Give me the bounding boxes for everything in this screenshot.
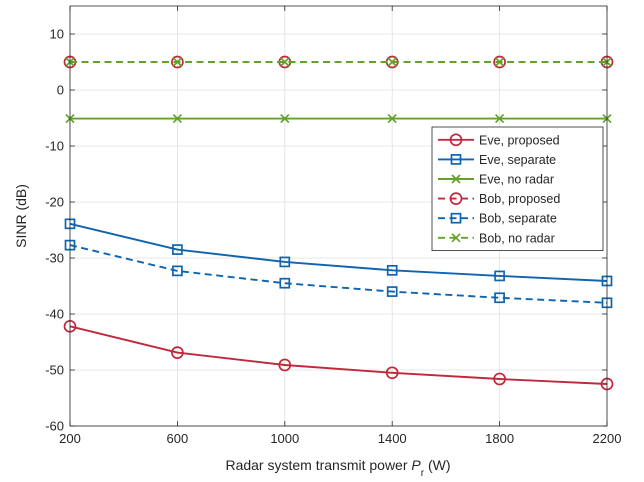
- x-axis-label-symbol: P: [411, 457, 421, 473]
- axis-ticks: 200 600 1000 1400 1800 2200 -60 -50 -40 -30 -20 -10…: [45, 6, 621, 446]
- series-eve-separate: [64, 218, 613, 287]
- y-tick-label: -60: [45, 419, 64, 434]
- x-axis-label-prefix: Radar system transmit power: [225, 457, 411, 473]
- data-point-marker: [494, 292, 505, 304]
- x-axis-label: Radar system transmit power Pr (W): [225, 457, 450, 479]
- legend-marker: [449, 192, 463, 205]
- data-point-marker: [280, 57, 290, 67]
- series-line: [69, 244, 608, 304]
- data-point-marker: [172, 265, 183, 277]
- legend-marker: [451, 233, 461, 243]
- y-tick-label: -40: [45, 307, 64, 322]
- data-point-marker: [172, 244, 183, 255]
- legend-marker: [450, 212, 462, 224]
- y-tick-label: -30: [45, 251, 64, 266]
- y-tick-label: -20: [45, 195, 64, 210]
- legend-entry: Bob, no radar: [479, 231, 555, 245]
- data-point-marker: [279, 256, 291, 268]
- x-tick-label: 1800: [485, 431, 514, 446]
- data-point-marker: [386, 286, 398, 297]
- x-axis-label-subscript: r: [421, 468, 425, 479]
- data-point-marker: [493, 55, 506, 69]
- data-point-marker: [172, 113, 183, 124]
- legend-marker: [450, 154, 462, 165]
- y-axis-label: SINR (dB): [13, 184, 29, 248]
- data-point-marker: [171, 346, 184, 359]
- data-point-marker: [278, 358, 292, 372]
- y-tick-label: 10: [50, 27, 64, 42]
- series-eve-proposed: [63, 319, 614, 391]
- legend-entry: Eve, proposed: [479, 133, 560, 147]
- x-tick-label: 200: [59, 431, 81, 446]
- data-point-marker: [172, 57, 183, 67]
- data-point-marker: [494, 57, 505, 67]
- legend-entry: Bob, proposed: [479, 192, 560, 206]
- data-point-marker: [385, 366, 399, 380]
- series-line: [69, 222, 608, 282]
- series-layer: [63, 55, 614, 391]
- data-point-marker: [387, 113, 397, 124]
- y-tick-label: -10: [45, 139, 64, 154]
- data-point-marker: [279, 277, 291, 289]
- x-tick-label: 600: [167, 431, 189, 446]
- data-point-marker: [494, 113, 505, 124]
- data-point-marker: [387, 57, 397, 67]
- legend-marker: [451, 174, 461, 184]
- x-tick-label: 2200: [593, 431, 622, 446]
- data-point-marker: [493, 372, 506, 386]
- legend-entry: Eve, no radar: [479, 173, 554, 187]
- series-line: [69, 325, 608, 385]
- y-tick-label: -50: [45, 363, 64, 378]
- plot-frame: [69, 5, 608, 427]
- data-point-marker: [280, 113, 290, 124]
- y-tick-label: 0: [57, 83, 64, 98]
- data-point-marker: [386, 264, 398, 276]
- x-axis-label-suffix: (W): [424, 457, 450, 473]
- legend-marker: [449, 133, 463, 147]
- legend-entry: Bob, separate: [479, 212, 557, 226]
- data-point-marker: [494, 270, 505, 282]
- x-tick-label: 1000: [270, 431, 299, 446]
- legend-entry: Eve, separate: [479, 153, 556, 167]
- series-eve-no-radar: [65, 113, 612, 124]
- legend-box: [431, 126, 604, 251]
- x-tick-label: 1400: [378, 431, 407, 446]
- legend: Eve, proposed Eve, separate Eve, no radar B…: [431, 126, 604, 251]
- data-point-marker: [171, 55, 184, 69]
